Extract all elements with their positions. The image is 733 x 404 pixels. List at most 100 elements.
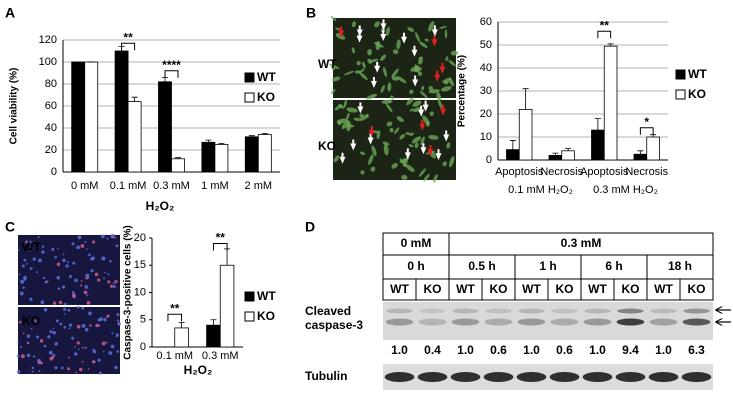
x-tick-label: 0.1 mM: [156, 350, 193, 362]
blot-band: [484, 318, 513, 326]
cell: [385, 103, 393, 113]
x-tick-label: 0.1 mM: [110, 180, 147, 192]
bar: [201, 141, 216, 173]
bar: [561, 150, 575, 161]
blot-band: [483, 372, 514, 382]
ratio-label: 1.0: [655, 343, 672, 357]
ratio-label: 0.6: [556, 343, 573, 357]
cell: [368, 154, 374, 165]
nucleus: [81, 306, 85, 310]
nucleus: [61, 366, 64, 370]
nucleus: [81, 346, 84, 349]
nucleus: [19, 345, 23, 349]
nucleus: [87, 277, 90, 279]
nucleus: [77, 235, 82, 240]
cell: [423, 173, 430, 182]
nucleus: [16, 369, 21, 374]
blot-band: [418, 318, 447, 326]
nucleus: [30, 241, 34, 245]
ratio-label: 1.0: [391, 343, 408, 357]
nucleus: [76, 341, 80, 345]
cell: [330, 89, 336, 95]
error-bar: [175, 157, 182, 159]
x-tick-label: Necrosis: [540, 166, 583, 178]
arrowhead: [370, 76, 377, 88]
nucleus: [19, 291, 24, 296]
cell: [449, 156, 455, 168]
nucleus: [26, 353, 31, 358]
nucleus: [112, 285, 116, 289]
genotype-label: WT: [522, 282, 541, 296]
nucleus: [52, 301, 57, 305]
bar: [219, 264, 235, 348]
arrowhead: [419, 119, 426, 131]
nucleus: [41, 250, 45, 254]
genotype-label: WT: [456, 282, 475, 296]
cell: [405, 132, 412, 136]
cell: [424, 38, 429, 42]
cell: [380, 54, 386, 62]
legend-label: KO: [688, 87, 706, 101]
nucleus: [54, 366, 58, 370]
significance-label: **: [216, 231, 226, 245]
nucleus: [63, 302, 67, 306]
cell: [380, 84, 385, 93]
nucleus: [17, 341, 19, 343]
blot-band: [617, 308, 644, 314]
nucleus: [103, 277, 105, 280]
nucleus: [86, 294, 89, 297]
nucleus: [56, 262, 61, 266]
arrowhead: [356, 25, 363, 37]
nucleus: [21, 264, 25, 268]
nucleus: [86, 248, 88, 250]
arrowhead: [357, 102, 364, 114]
nucleus: [55, 319, 59, 323]
x-tick-label: Apoptosis: [495, 166, 544, 178]
arrowhead: [338, 26, 345, 38]
nucleus: [23, 275, 27, 280]
blot-band: [419, 308, 446, 314]
nucleus: [46, 280, 49, 283]
nucleus: [94, 361, 97, 363]
significance-label: **: [170, 301, 180, 315]
nucleus: [49, 356, 54, 361]
error-bar: [637, 150, 644, 155]
nucleus: [109, 284, 114, 288]
bar: [646, 136, 660, 161]
legend-swatch: [244, 311, 255, 322]
nucleus: [81, 360, 84, 363]
nucleus: [29, 240, 32, 243]
cell: [365, 93, 377, 100]
arrowhead: [440, 104, 447, 116]
nucleus: [67, 356, 70, 359]
cell: [343, 99, 348, 108]
cell: [346, 124, 355, 128]
nucleus: [116, 313, 120, 317]
panel-letter: C: [5, 219, 15, 235]
nucleus: [32, 257, 36, 261]
arrowhead: [367, 133, 374, 145]
genotype-label: KO: [490, 282, 508, 296]
cell: [381, 99, 393, 104]
nucleus: [71, 293, 76, 298]
significance-label: **: [600, 18, 610, 32]
y-tick-label: 0: [140, 341, 146, 353]
cell: [421, 86, 425, 91]
micrograph: [328, 15, 459, 104]
cell: [414, 142, 419, 149]
cell: [346, 107, 358, 113]
arrowhead: [439, 62, 446, 74]
cell: [442, 161, 447, 167]
cell: [328, 63, 340, 70]
legend-swatch: [675, 89, 686, 100]
arrowhead: [380, 19, 387, 31]
cell: [389, 127, 394, 133]
cell: [429, 111, 434, 116]
nucleus: [41, 245, 45, 248]
significance-bracket: [164, 70, 179, 78]
cell: [385, 26, 390, 36]
blot-band: [650, 308, 677, 314]
nucleus: [97, 358, 101, 362]
error-bar: [161, 77, 168, 82]
